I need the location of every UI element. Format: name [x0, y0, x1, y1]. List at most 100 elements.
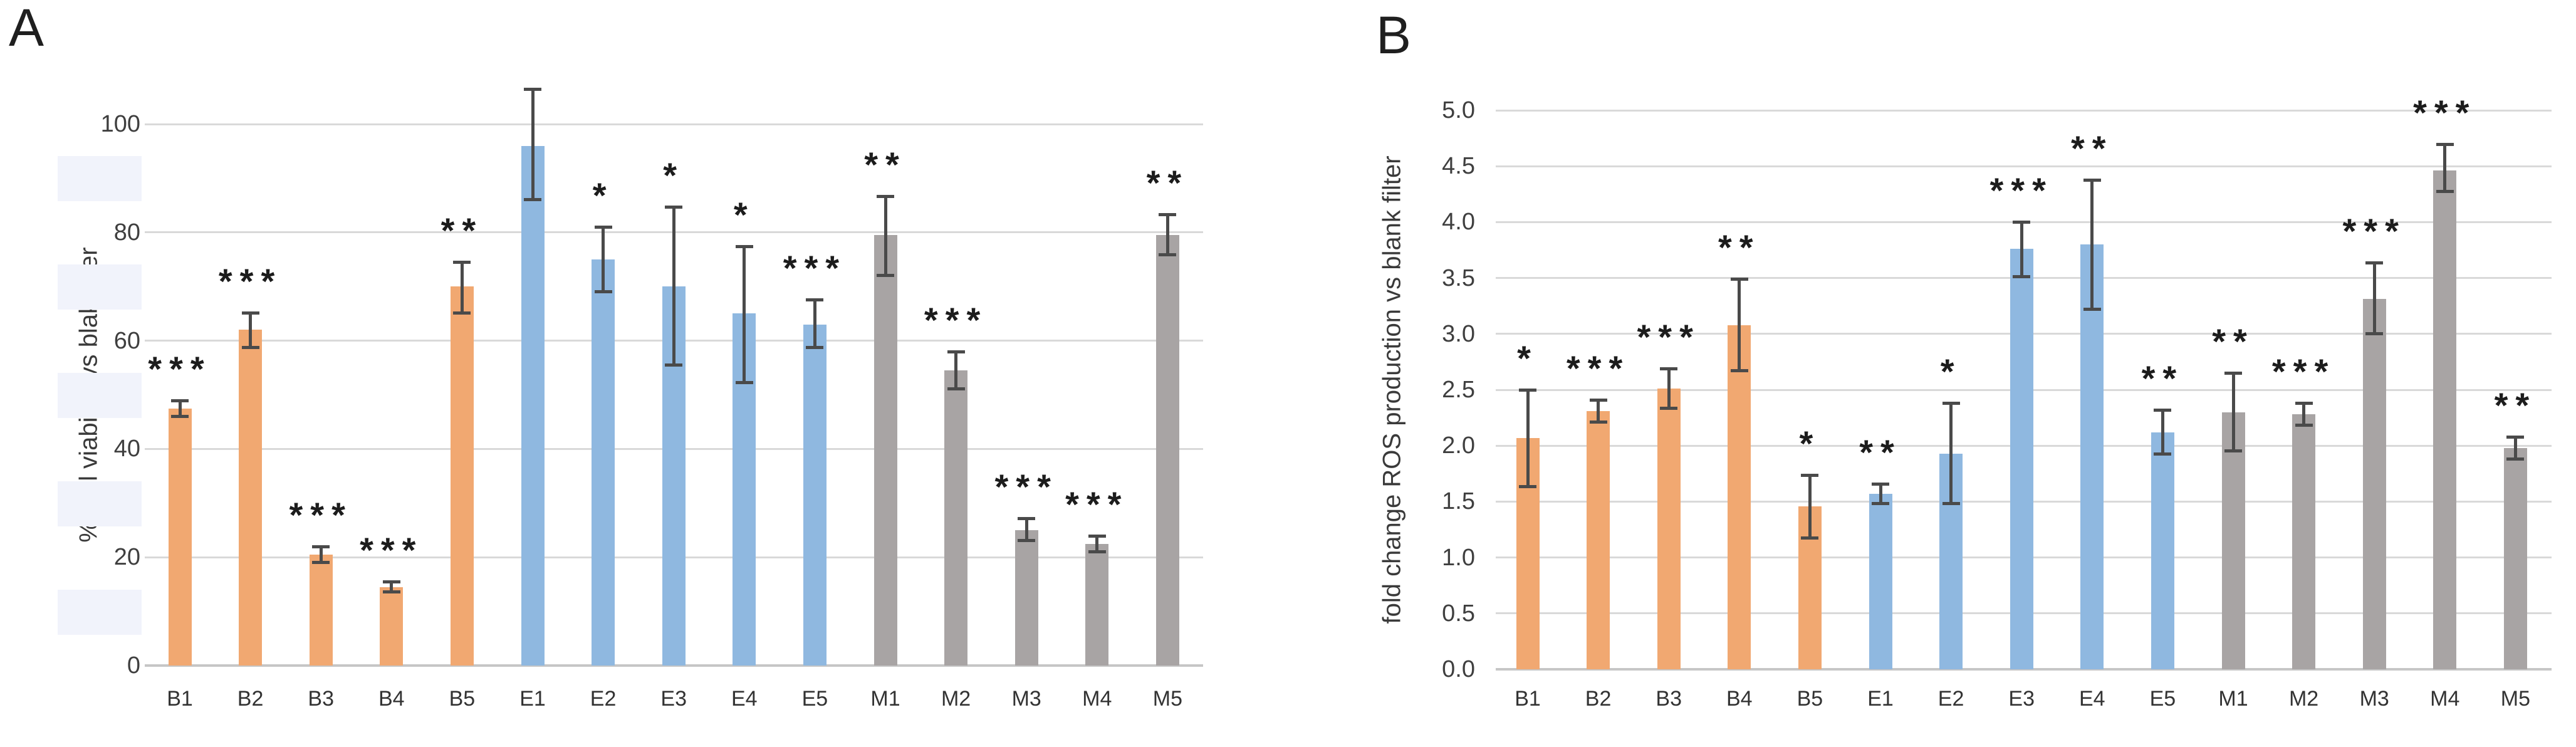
- error-bar-line: [954, 351, 958, 390]
- category-label-B1: B1: [167, 687, 193, 711]
- y-tick-label: 4.0: [1442, 209, 1475, 236]
- x-axis-line: [145, 664, 1203, 667]
- error-bar-cap-bottom: [2083, 307, 2101, 311]
- y-tick-label: 100: [100, 111, 140, 137]
- error-bar-cap-bottom: [524, 197, 541, 201]
- error-bar-cap-top: [382, 580, 400, 584]
- error-bar-cap-bottom: [1801, 536, 1819, 540]
- error-bar-line: [2020, 222, 2023, 277]
- error-bar-line: [531, 88, 534, 200]
- category-label-M3: M3: [2359, 687, 2389, 711]
- category-label-B1: B1: [1515, 687, 1541, 711]
- significance-stars: *: [1799, 423, 1821, 463]
- bar-B4: [380, 587, 404, 666]
- error-bar-line: [1025, 518, 1028, 541]
- y-tick-label: 60: [113, 327, 140, 354]
- error-bar-line: [813, 299, 816, 348]
- category-label-M4: M4: [1082, 687, 1112, 711]
- error-bar-cap-top: [241, 311, 259, 315]
- error-bar-cap-top: [1730, 278, 1748, 281]
- error-bar-cap-top: [1519, 389, 1536, 392]
- error-bar-line: [1808, 474, 1812, 539]
- bar-M2: [2292, 414, 2316, 669]
- error-bar-line: [1667, 368, 1671, 409]
- bar-M1: [2221, 412, 2245, 669]
- category-label-B4: B4: [1726, 687, 1753, 711]
- error-bar-cap-top: [453, 261, 471, 264]
- error-bar-line: [319, 546, 323, 563]
- error-bar-cap-bottom: [382, 590, 400, 594]
- artifact-highlight: [58, 590, 142, 635]
- error-bar-cap-bottom: [453, 311, 471, 315]
- bar-E3: [2010, 249, 2033, 669]
- error-bar-cap-top: [2154, 409, 2172, 412]
- category-label-M2: M2: [941, 687, 971, 711]
- y-tick-label: 3.5: [1442, 264, 1475, 291]
- error-bar-cap-top: [2365, 261, 2384, 264]
- significance-stars: *: [1517, 338, 1538, 378]
- error-bar-cap-top: [1589, 399, 1607, 402]
- significance-stars: *: [663, 155, 685, 196]
- error-bar-cap-bottom: [665, 363, 683, 367]
- bar-M5: [2503, 447, 2527, 669]
- category-label-E4: E4: [731, 687, 758, 711]
- error-bar-line: [2443, 144, 2447, 192]
- error-bar-line: [743, 246, 746, 383]
- gridline: [145, 123, 1203, 125]
- error-bar-cap-top: [1942, 402, 1960, 405]
- gridline: [1496, 165, 2552, 167]
- error-bar-cap-top: [877, 194, 894, 198]
- error-bar-cap-bottom: [2506, 457, 2525, 461]
- bar-B4: [1728, 325, 1751, 669]
- category-label-M1: M1: [870, 687, 900, 711]
- error-bar-cap-top: [171, 399, 189, 402]
- category-label-B5: B5: [1796, 687, 1823, 711]
- error-bar-line: [602, 227, 605, 292]
- significance-stars: ***: [1065, 484, 1129, 524]
- y-tick-label: 4.5: [1442, 153, 1475, 180]
- error-bar-cap-top: [1159, 213, 1177, 217]
- significance-stars: ***: [2342, 211, 2406, 251]
- significance-stars: **: [2494, 385, 2537, 425]
- category-label-B2: B2: [1585, 687, 1612, 711]
- category-label-E3: E3: [2008, 687, 2035, 711]
- error-bar-cap-bottom: [2224, 449, 2242, 453]
- error-bar-line: [2090, 179, 2094, 310]
- bar-E5: [2151, 432, 2174, 669]
- significance-stars: ***: [1637, 317, 1701, 357]
- category-label-E5: E5: [2149, 687, 2176, 711]
- y-tick-label: 2.0: [1442, 432, 1475, 459]
- category-label-E3: E3: [660, 687, 687, 711]
- error-bar-cap-top: [2295, 402, 2313, 405]
- artifact-highlight: [58, 481, 142, 526]
- error-bar-cap-bottom: [947, 387, 965, 391]
- error-bar-cap-top: [2436, 142, 2454, 146]
- significance-stars: **: [2212, 321, 2255, 362]
- error-bar-cap-top: [947, 350, 965, 353]
- error-bar-cap-bottom: [1872, 501, 1889, 505]
- y-tick-label: 80: [113, 219, 140, 246]
- significance-stars: ***: [994, 466, 1058, 506]
- category-label-E1: E1: [1867, 687, 1894, 711]
- category-label-E2: E2: [590, 687, 617, 711]
- error-bar-line: [884, 196, 887, 276]
- error-bar-line: [2513, 436, 2517, 459]
- error-bar-line: [2231, 373, 2235, 452]
- error-bar-line: [1526, 390, 1530, 488]
- category-label-M4: M4: [2430, 687, 2460, 711]
- error-bar-cap-bottom: [735, 380, 753, 384]
- error-bar-cap-top: [1660, 367, 1678, 371]
- significance-stars: ***: [218, 261, 283, 301]
- error-bar-cap-bottom: [1159, 253, 1177, 257]
- error-bar-cap-top: [2506, 435, 2525, 439]
- error-bar-cap-bottom: [1519, 485, 1536, 489]
- bar-M2: [944, 370, 968, 666]
- bar-M5: [1155, 235, 1179, 666]
- error-bar-cap-bottom: [1589, 420, 1607, 424]
- bar-B1: [168, 408, 192, 666]
- error-bar-line: [1879, 483, 1882, 504]
- error-bar-cap-top: [735, 245, 753, 249]
- error-bar-cap-bottom: [2295, 424, 2313, 427]
- error-bar-cap-top: [2013, 221, 2031, 224]
